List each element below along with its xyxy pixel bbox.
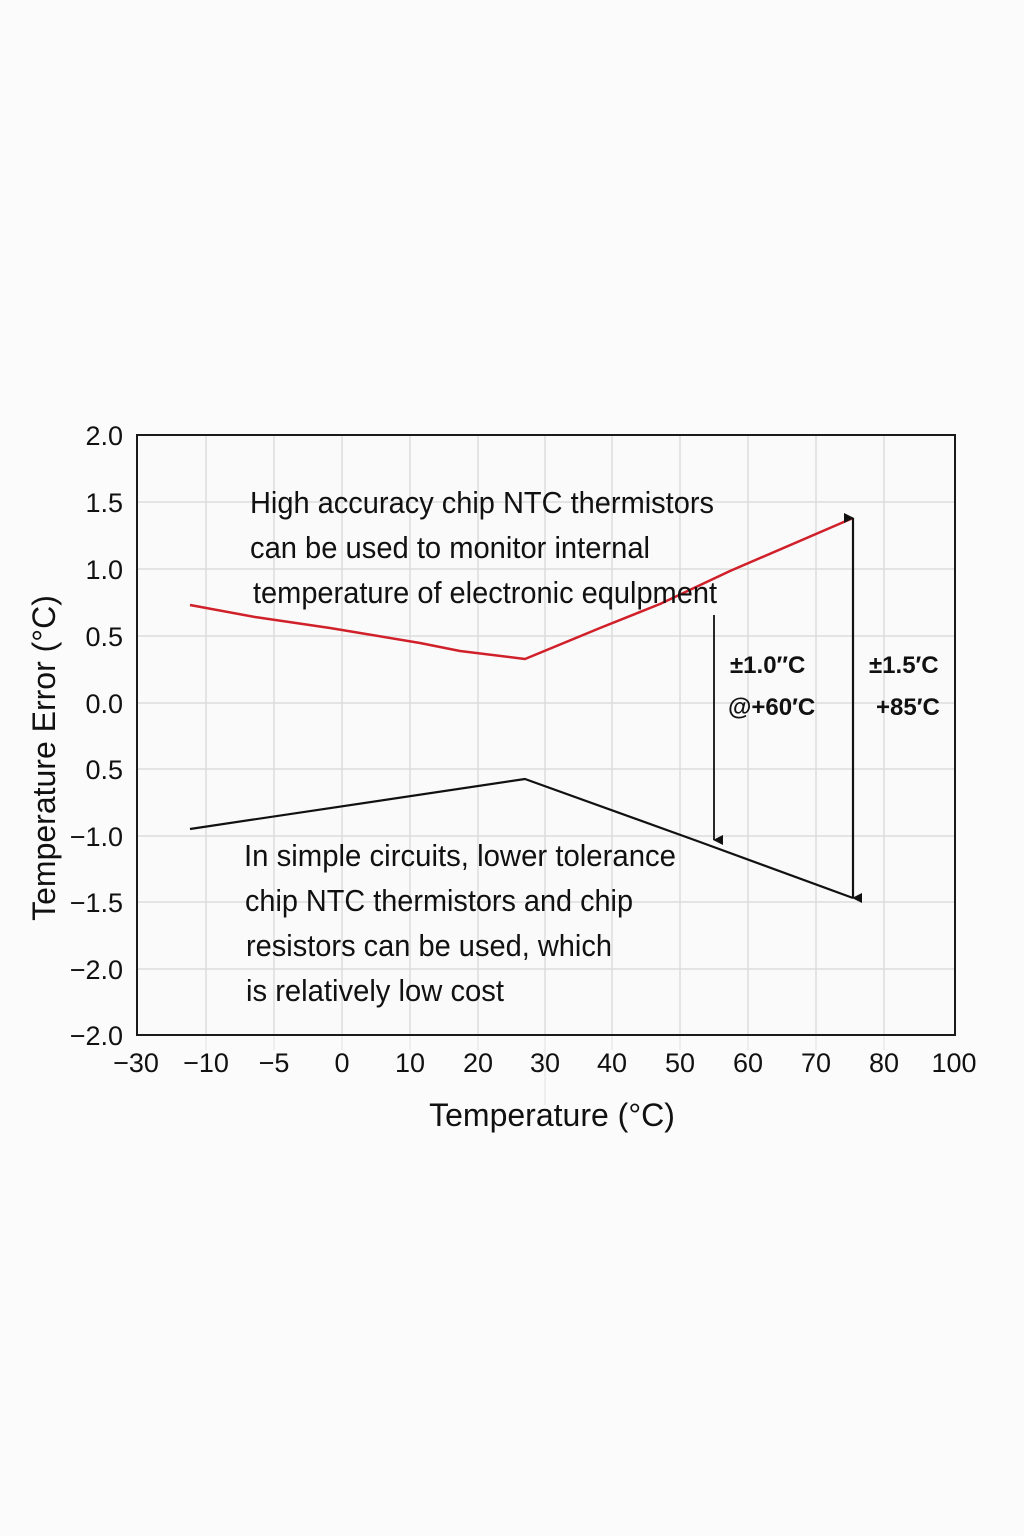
y-tick-label: 0.5 (85, 622, 123, 652)
annotation-line: is relatively low cost (246, 973, 504, 1008)
x-tick-label: −10 (183, 1048, 229, 1078)
annotation-line: ±1.5′C (869, 652, 939, 679)
x-tick-label: 10 (395, 1048, 425, 1078)
gridline-stubs (205, 1035, 885, 1105)
x-tick-label: 100 (931, 1048, 976, 1078)
annotation-line: +85′C (876, 694, 940, 721)
x-tick-label: 0 (334, 1048, 349, 1078)
x-tick-label: 80 (869, 1048, 899, 1078)
x-tick-label: −30 (113, 1048, 159, 1078)
vertical-gridlines (205, 435, 885, 1035)
annotation-high-accuracy: High accuracy chip NTC thermistors can b… (250, 485, 717, 610)
series-high-accuracy-line (189, 516, 854, 661)
y-tick-label: −2.0 (70, 955, 123, 985)
annotation-line: can be used to monitor internal (250, 530, 650, 565)
y-tick-label: −1.0 (70, 822, 123, 852)
x-axis-label: Temperature (°C) (429, 1097, 675, 1133)
annotation-line: chip NTC thermistors and chip (245, 883, 633, 918)
series-lower-tolerance-line (189, 777, 854, 900)
annotation-tolerance-85c: ±1.5′C +85′C (869, 652, 940, 721)
y-tick-label: −1.5 (70, 888, 123, 918)
horizontal-gridlines (137, 501, 955, 970)
annotation-line: resistors can be used, which (246, 928, 612, 963)
y-tick-label: 1.0 (85, 555, 123, 585)
y-tick-label: −2.0 (70, 1021, 123, 1051)
annotation-line: temperature of electronic equlpment (253, 575, 717, 610)
y-tick-label: 2.0 (85, 421, 123, 451)
x-tick-label: −5 (259, 1048, 290, 1078)
x-tick-label: 30 (530, 1048, 560, 1078)
y-tick-label: 1.5 (85, 488, 123, 518)
x-axis-ticks: −30 −10 −5 0 10 20 30 40 50 60 70 80 100 (113, 1048, 976, 1078)
annotation-tolerance-60c: ±1.0″C @+60′C (728, 652, 815, 721)
annotation-line: @+60′C (728, 694, 815, 721)
x-tick-label: 50 (665, 1048, 695, 1078)
x-tick-label: 40 (597, 1048, 627, 1078)
y-axis-ticks: 2.0 1.5 1.0 0.5 0.0 0.5 −1.0 −1.5 −2.0 −… (70, 421, 123, 1051)
x-tick-label: 20 (463, 1048, 493, 1078)
y-tick-label: 0.5 (85, 755, 123, 785)
annotation-line: High accuracy chip NTC thermistors (250, 485, 714, 520)
annotation-line: In simple circuits, lower tolerance (244, 838, 676, 873)
y-axis-label: Temperature Error (°C) (26, 595, 62, 921)
plot-frame (136, 434, 956, 1036)
x-tick-label: 70 (801, 1048, 831, 1078)
y-tick-label: 0.0 (85, 689, 123, 719)
x-tick-label: 60 (733, 1048, 763, 1078)
annotation-line: ±1.0″C (730, 652, 805, 679)
annotation-low-cost: In simple circuits, lower tolerance chip… (244, 838, 676, 1008)
